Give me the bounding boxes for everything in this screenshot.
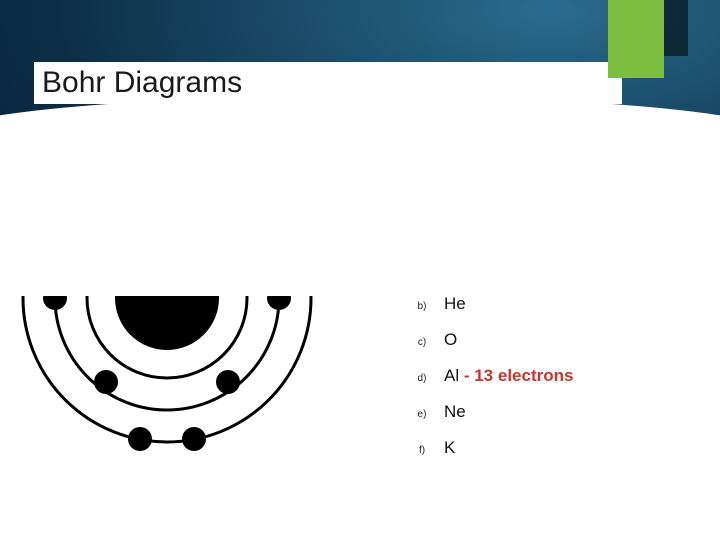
list-value: He — [444, 294, 466, 314]
list-label: f) — [400, 445, 444, 456]
list-label: d) — [400, 373, 444, 384]
list-item: f) K — [400, 438, 700, 474]
list-value-base: Al — [444, 366, 459, 385]
list-value: K — [444, 438, 455, 458]
list-value: O — [444, 330, 457, 350]
list-item: e) Ne — [400, 402, 700, 438]
list-label: b) — [400, 301, 444, 312]
list-item: d) Al - 13 electrons — [400, 366, 700, 402]
accent-box — [608, 0, 664, 78]
list-value-extra: - 13 electrons — [459, 366, 573, 385]
header-curve — [0, 96, 720, 296]
accent-shadow — [662, 0, 688, 56]
list-item: b) He — [400, 294, 700, 330]
list-label: c) — [400, 337, 444, 348]
list-item: c) O — [400, 330, 700, 366]
list-label: e) — [400, 409, 444, 420]
slide-title: Bohr Diagrams — [34, 62, 622, 104]
list-value: Al - 13 electrons — [444, 366, 573, 386]
list-value: Ne — [444, 402, 466, 422]
